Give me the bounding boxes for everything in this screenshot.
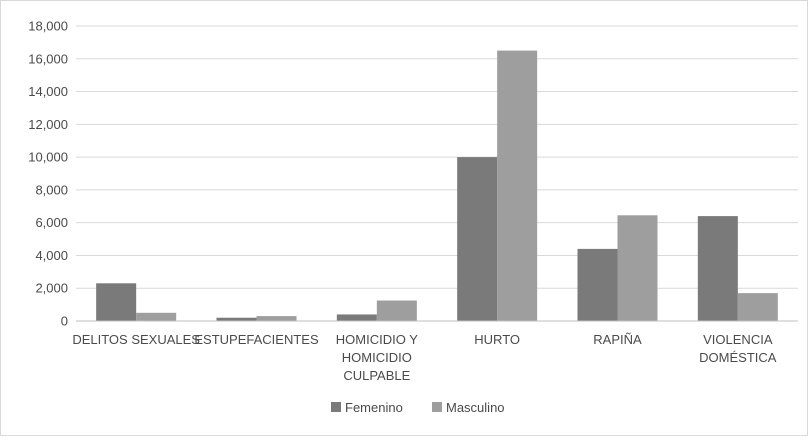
x-category-label: HURTO bbox=[474, 332, 520, 347]
y-tick-label: 18,000 bbox=[28, 19, 68, 34]
bar-femenino-2 bbox=[336, 314, 377, 321]
legend-swatch-masculino bbox=[432, 402, 442, 412]
x-category-label: HOMICIDIO bbox=[342, 350, 412, 365]
y-tick-label: 6,000 bbox=[35, 215, 68, 230]
y-tick-label: 14,000 bbox=[28, 84, 68, 99]
legend-label-masculino: Masculino bbox=[446, 400, 505, 415]
bar-femenino-0 bbox=[96, 283, 137, 321]
bar-masculino-4 bbox=[617, 215, 658, 321]
x-category-label: DELITOS SEXUALES bbox=[72, 332, 200, 347]
bar-masculino-1 bbox=[256, 316, 297, 321]
legend-label-femenino: Femenino bbox=[345, 400, 403, 415]
y-tick-label: 8,000 bbox=[35, 182, 68, 197]
x-category-label: RAPIÑA bbox=[593, 332, 642, 347]
bar-femenino-5 bbox=[697, 216, 738, 321]
bars bbox=[96, 50, 778, 321]
y-tick-label: 2,000 bbox=[35, 281, 68, 296]
y-tick-label: 12,000 bbox=[28, 117, 68, 132]
x-category-label: HOMICIDIO Y bbox=[336, 332, 418, 347]
bar-femenino-1 bbox=[216, 317, 257, 321]
bar-femenino-3 bbox=[457, 157, 498, 321]
gridlines bbox=[76, 25, 798, 289]
bar-masculino-3 bbox=[497, 50, 538, 321]
bar-masculino-2 bbox=[376, 300, 417, 321]
y-tick-label: 10,000 bbox=[28, 150, 68, 165]
bar-masculino-5 bbox=[737, 293, 778, 321]
legend-swatch-femenino bbox=[331, 402, 341, 412]
x-category-label: ESTUPEFACIENTES bbox=[194, 332, 319, 347]
y-axis: 0 2,000 4,000 6,000 8,000 10,000 12,000 14,000 1… bbox=[28, 19, 68, 329]
bar-masculino-0 bbox=[136, 312, 177, 321]
y-tick-label: 16,000 bbox=[28, 51, 68, 66]
bar-femenino-4 bbox=[577, 248, 618, 321]
y-tick-label: 0 bbox=[61, 314, 68, 329]
x-category-label: CULPABLE bbox=[343, 368, 410, 383]
x-category-label: VIOLENCIA bbox=[703, 332, 773, 347]
x-category-label: DOMÉSTICA bbox=[699, 350, 777, 365]
y-tick-label: 4,000 bbox=[35, 248, 68, 263]
legend: Femenino Masculino bbox=[331, 400, 505, 415]
